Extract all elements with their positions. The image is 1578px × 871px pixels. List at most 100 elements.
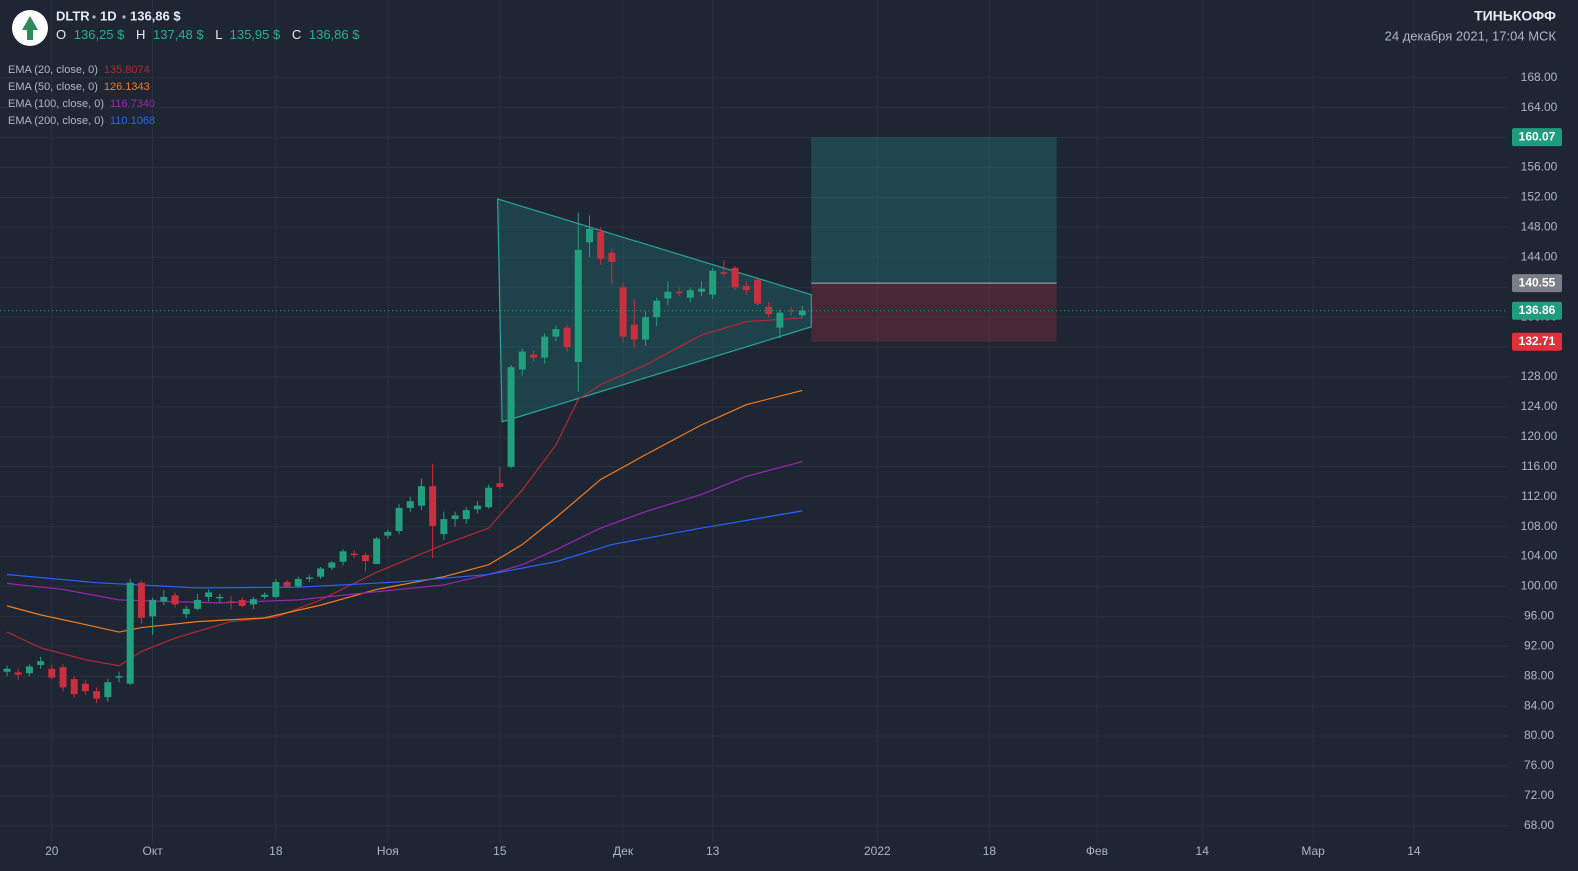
candle-body (440, 519, 448, 535)
ohlc-value: 137,48 $ (153, 27, 204, 42)
ohlc-value: 136,25 $ (74, 27, 125, 42)
stop-zone (811, 283, 1057, 342)
candle-body (720, 272, 728, 274)
y-tick-label: 108.00 (1521, 519, 1558, 533)
y-tick-label: 148.00 (1521, 220, 1558, 234)
x-tick-label: 20 (45, 844, 59, 858)
y-tick-label: 116.00 (1521, 459, 1557, 473)
candle-body (653, 300, 661, 318)
y-tick-label: 80.00 (1524, 728, 1554, 742)
brand: ТИНЬКОФФ (1474, 8, 1556, 24)
candle-body (473, 505, 481, 510)
x-tick-label: Фев (1086, 844, 1108, 858)
candle-body (697, 288, 705, 292)
legend: EMA (20, close, 0) 135.8074 EMA (50, close… (8, 64, 155, 127)
ema-line (6, 317, 803, 667)
candle-body (182, 608, 190, 615)
separator (122, 15, 126, 19)
ema-line (6, 510, 803, 589)
legend-value: 110.1068 (110, 115, 155, 127)
candle-body (787, 310, 795, 312)
y-tick-label: 104.00 (1521, 549, 1558, 563)
target-tag-label: 160.07 (1519, 129, 1556, 143)
ohlc-label: O (56, 27, 66, 42)
datetime: 24 декабря 2021, 17:04 МСК (1385, 28, 1557, 43)
candle-body (205, 592, 213, 597)
x-tick-label: Дек (613, 844, 634, 858)
candle-body (776, 312, 784, 328)
ohlc-value: 136,86 $ (309, 27, 360, 42)
legend-value: 116.7340 (110, 98, 155, 110)
current-price-tag-label: 136.86 (1519, 303, 1556, 317)
candle-body (686, 290, 694, 298)
candle-body (597, 231, 605, 259)
legend-name: EMA (20, close, 0) (8, 64, 98, 76)
y-tick-label: 152.00 (1521, 190, 1558, 204)
x-tick-label: Мар (1301, 844, 1325, 858)
candle-body (104, 682, 112, 698)
candle-body (742, 285, 750, 291)
ohlc-readout: O 136,25 $ H 137,48 $ L 135,95 $ C 136,8… (56, 27, 360, 42)
candle-body (518, 351, 526, 370)
x-tick-label: 18 (269, 844, 283, 858)
candle-body (272, 581, 280, 597)
y-tick-label: 144.00 (1521, 249, 1558, 263)
y-tick-label: 128.00 (1521, 369, 1558, 383)
x-tick-label: Окт (143, 844, 164, 858)
header: DLTR 1D 136,86 $ O 136,25 $ H 137,48 $ L… (12, 8, 1556, 46)
candle-body (552, 329, 560, 337)
candle-body (373, 538, 381, 564)
candle-body (619, 287, 627, 337)
candle-body (149, 599, 157, 617)
x-tick-label: 18 (983, 844, 997, 858)
current-price-tag (1512, 301, 1562, 320)
legend-entry: EMA (50, close, 0) 126.1343 (8, 81, 150, 93)
candle-body (317, 568, 325, 577)
header-price: 136,86 $ (130, 8, 181, 23)
ticker: DLTR (56, 8, 90, 23)
candle-body (238, 599, 246, 606)
candle-body (731, 267, 739, 288)
candle-body (328, 562, 336, 568)
candle-body (563, 327, 571, 348)
entry-tag-label: 140.55 (1519, 275, 1556, 289)
candle-body (798, 310, 806, 316)
x-tick-label: 2022 (864, 844, 891, 858)
y-tick-label: 156.00 (1521, 160, 1558, 174)
candle-body (429, 486, 437, 526)
plot (0, 137, 1508, 704)
candle-body (25, 666, 33, 674)
candle-body (709, 270, 717, 295)
candle-body (462, 510, 470, 520)
candle-body (3, 668, 11, 672)
legend-name: EMA (50, close, 0) (8, 81, 98, 93)
candle-body (496, 483, 504, 487)
candle-body (361, 555, 369, 562)
legend-name: EMA (200, close, 0) (8, 115, 104, 127)
candle-body (541, 336, 549, 358)
candle-body (585, 228, 593, 243)
candle-body (249, 599, 257, 605)
grid (0, 0, 1508, 843)
interval: 1D (100, 8, 117, 23)
candle-body (81, 683, 89, 692)
y-tick-label: 112.00 (1521, 489, 1557, 503)
candle-body (630, 324, 638, 340)
candle-body (675, 291, 683, 294)
candle-body (216, 596, 224, 599)
candle-body (350, 553, 358, 556)
candle-body (115, 676, 123, 678)
candle-body (126, 582, 134, 684)
ohlc-value: 135,95 $ (230, 27, 281, 42)
legend-value: 126.1343 (104, 81, 150, 93)
separator (92, 15, 96, 19)
axes: 68.00 72.00 76.00 80.00 84.00 88.00 92.00 96.00… (45, 70, 1562, 858)
logo-tree (22, 16, 38, 40)
y-tick-label: 124.00 (1521, 399, 1558, 413)
y-tick-label: 88.00 (1524, 668, 1554, 682)
x-tick-label: 14 (1196, 844, 1210, 858)
candle-body (417, 486, 425, 506)
y-tick-label: 168.00 (1521, 70, 1558, 84)
